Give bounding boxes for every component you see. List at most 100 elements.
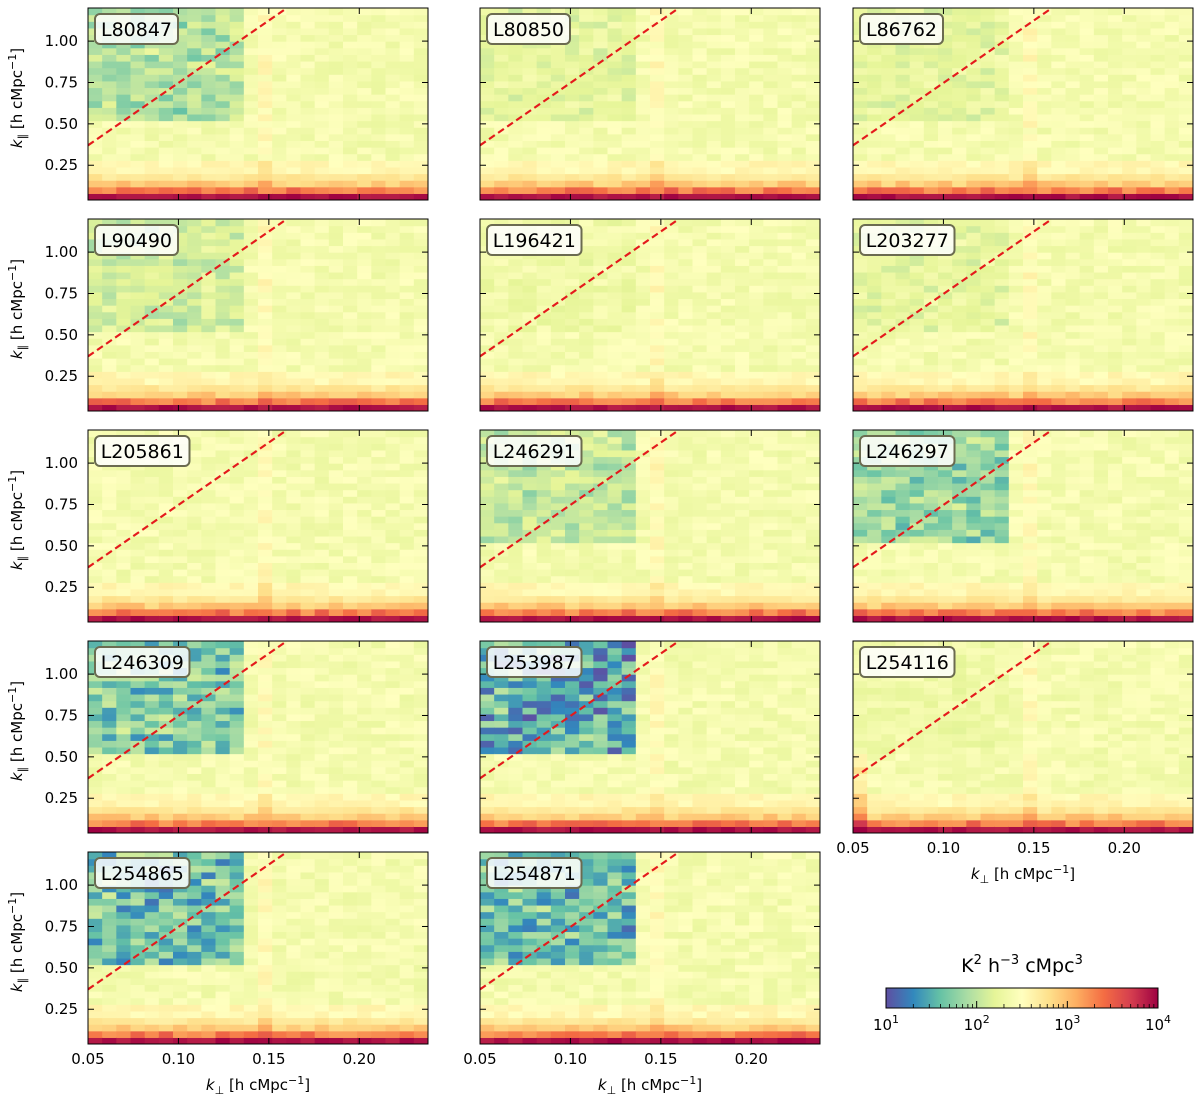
heatmap-cell	[1164, 219, 1180, 227]
heatmap-cell	[272, 608, 287, 616]
heatmap-cell	[1079, 371, 1095, 379]
heatmap-cell	[1023, 311, 1038, 319]
heatmap-cell	[187, 225, 202, 233]
heatmap-cell	[678, 113, 694, 122]
heatmap-cell	[1150, 27, 1166, 36]
heatmap-cell	[635, 41, 651, 49]
heatmap-cell	[1164, 8, 1180, 16]
heatmap-cell	[763, 338, 779, 346]
heatmap-cell	[243, 575, 259, 583]
heatmap-cell	[343, 449, 358, 458]
heatmap-cell	[215, 562, 231, 570]
heatmap-cell	[938, 404, 953, 411]
heatmap-cell	[895, 265, 911, 273]
heatmap-cell	[1093, 371, 1109, 379]
heatmap-cell	[399, 219, 415, 227]
heatmap-cell	[328, 180, 344, 188]
heatmap-cell	[607, 94, 623, 102]
heatmap-cell	[881, 258, 897, 266]
heatmap-cell	[1093, 193, 1109, 200]
heatmap-cell	[343, 436, 358, 444]
heatmap-cell	[1136, 140, 1152, 148]
heatmap-cell	[1037, 47, 1052, 55]
heatmap-cell	[480, 324, 495, 333]
heatmap-cell	[1178, 100, 1193, 108]
heatmap-cell	[966, 364, 982, 372]
heatmap-cell	[1108, 391, 1123, 399]
heatmap-cell	[258, 516, 273, 524]
heatmap-cell	[158, 595, 174, 603]
heatmap-cell	[980, 358, 996, 366]
heatmap-cell	[1122, 60, 1137, 69]
heatmap-cell	[720, 153, 736, 161]
heatmap-cell	[328, 54, 344, 62]
heatmap-cell	[480, 252, 495, 260]
heatmap-cell	[144, 338, 160, 346]
heatmap-cell	[1178, 74, 1193, 82]
heatmap-cell	[300, 384, 316, 392]
heatmap-cell	[1108, 305, 1123, 313]
heatmap-cell	[413, 311, 428, 319]
heatmap-cell	[243, 522, 259, 530]
heatmap-cell	[1065, 14, 1081, 22]
heatmap-cell	[952, 238, 967, 247]
heatmap-cell	[371, 397, 387, 405]
heatmap-cell	[1136, 384, 1152, 392]
heatmap-cell	[357, 529, 372, 537]
heatmap-cell	[286, 54, 302, 62]
heatmap-cell	[328, 496, 344, 504]
heatmap-cell	[215, 482, 231, 491]
heatmap-cell	[565, 80, 580, 89]
heatmap-cell	[980, 180, 996, 188]
heatmap-cell	[909, 94, 925, 102]
heatmap-cell	[158, 331, 174, 339]
heatmap-cell	[258, 344, 273, 353]
heatmap-cell	[536, 397, 552, 405]
heatmap-cell	[881, 404, 897, 411]
heatmap-cell	[980, 384, 996, 392]
heatmap-cell	[480, 384, 495, 392]
heatmap-cell	[678, 351, 694, 359]
heatmap-cell	[1178, 87, 1193, 95]
heatmap-cell	[314, 509, 330, 517]
heatmap-cell	[385, 160, 401, 168]
heatmap-cell	[635, 285, 651, 293]
heatmap-cell	[215, 516, 231, 524]
heatmap-cell	[980, 14, 996, 22]
heatmap-cell	[173, 193, 188, 200]
heatmap-cell	[399, 436, 415, 444]
heatmap-cell	[480, 371, 495, 379]
heatmap-cell	[791, 94, 807, 102]
heatmap-cell	[1023, 140, 1038, 148]
heatmap-cell	[565, 120, 580, 128]
heatmap-cell	[1136, 94, 1152, 102]
heatmap-cell	[1150, 358, 1166, 366]
heatmap-cell	[201, 252, 217, 260]
heatmap-cell	[286, 344, 302, 353]
heatmap-cell	[867, 180, 882, 188]
heatmap-cell	[579, 265, 594, 273]
heatmap-cell	[980, 166, 996, 175]
heatmap-cell	[300, 371, 316, 379]
heatmap-cell	[102, 219, 117, 227]
heatmap-cell	[144, 331, 160, 339]
heatmap-cell	[1037, 331, 1052, 339]
heatmap-cell	[201, 456, 217, 464]
heatmap-cell	[550, 147, 566, 155]
heatmap-cell	[385, 588, 401, 597]
heatmap-cell	[314, 298, 330, 306]
heatmap-cell	[229, 120, 245, 128]
heatmap-cell	[187, 582, 202, 590]
heatmap-cell	[1051, 331, 1067, 339]
heatmap-cell	[664, 384, 679, 392]
heatmap-cell	[1122, 245, 1137, 253]
heatmap-cell	[158, 542, 174, 550]
heatmap-cell	[853, 8, 868, 16]
heatmap-cell	[187, 509, 202, 517]
heatmap-cell	[853, 173, 868, 181]
heatmap-cell	[867, 291, 882, 300]
panel-frame	[852, 218, 1194, 412]
heatmap-cell	[399, 27, 415, 36]
heatmap-cell	[1178, 67, 1193, 75]
heatmap-cell	[895, 324, 911, 333]
